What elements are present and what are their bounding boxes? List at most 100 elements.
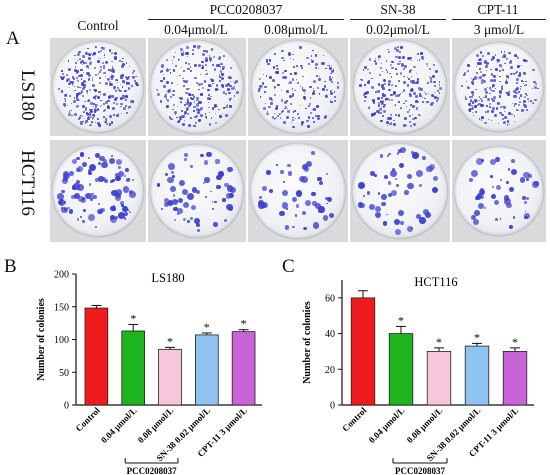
colony [111,69,115,73]
colony [79,61,83,64]
colony [382,84,384,86]
colony [120,74,124,78]
colony [307,116,311,119]
colony [503,120,506,124]
colony [129,191,136,198]
colony [76,52,80,57]
colony [514,94,517,97]
colony [299,65,302,68]
colony [511,102,513,105]
colony [186,107,190,111]
colony [329,99,331,101]
colony [371,113,375,117]
colony [81,63,83,65]
colony [387,48,389,51]
colony [107,99,110,103]
colony [103,115,105,118]
colony [380,83,384,87]
colony [295,65,298,68]
colony [502,118,504,120]
colony [210,84,213,87]
y-tick-label: 50 [59,368,69,379]
colony [418,59,421,61]
colony [190,66,192,68]
plate-cell [350,140,450,242]
colony [90,120,93,123]
colony [388,152,391,156]
colony [368,58,371,61]
colony [89,198,93,202]
colony [280,49,284,53]
colony [74,54,76,56]
colony [379,100,382,102]
colony [328,65,331,67]
colony [211,208,214,211]
colony [304,226,308,230]
colony [284,100,288,104]
colony [167,176,174,183]
colony [318,206,325,213]
colony [170,170,174,174]
colony [92,96,96,100]
colony [230,187,237,194]
colony [367,68,369,71]
colony [415,100,419,104]
colony [281,190,288,197]
colony [206,72,209,75]
colony [475,196,479,200]
colony [405,105,407,108]
colony [420,52,424,55]
colony [515,91,518,95]
colony [303,96,307,99]
colony [468,109,470,111]
bar [388,333,414,406]
colony [186,192,194,200]
colony [100,208,105,213]
colony [380,154,384,158]
colony [104,81,108,85]
significance-marker: * [241,317,247,331]
colony [89,109,93,113]
colony [419,94,422,98]
colony [186,46,189,49]
colony [228,104,231,107]
colony [80,91,83,93]
colony [489,158,496,165]
colony [436,97,440,101]
y-tick-label: 100 [54,335,69,346]
colony [110,60,113,63]
colony [112,204,115,207]
colony [69,86,71,88]
panel-label-c: C [282,256,295,277]
colony [190,117,193,119]
colony [384,104,386,106]
colony [279,210,285,217]
colony [124,76,127,79]
colony [209,60,211,62]
colony [155,88,158,91]
colony [465,80,467,83]
colony [292,116,294,119]
colony [520,95,522,98]
colony [72,76,75,79]
colony [522,80,525,83]
colony [110,120,113,123]
colony [64,98,67,101]
colony [94,45,98,49]
colony [489,79,493,83]
colony [380,102,383,105]
colony [221,112,224,115]
colony [382,104,386,108]
colony [104,121,106,124]
colony [484,74,486,76]
colony [412,114,414,116]
colony [495,68,499,72]
colony [460,85,463,88]
colony [301,64,303,66]
colony [193,217,201,225]
colony [433,175,439,181]
colony [495,185,502,191]
colony [464,96,467,99]
colony [302,87,304,89]
colony [423,97,426,100]
